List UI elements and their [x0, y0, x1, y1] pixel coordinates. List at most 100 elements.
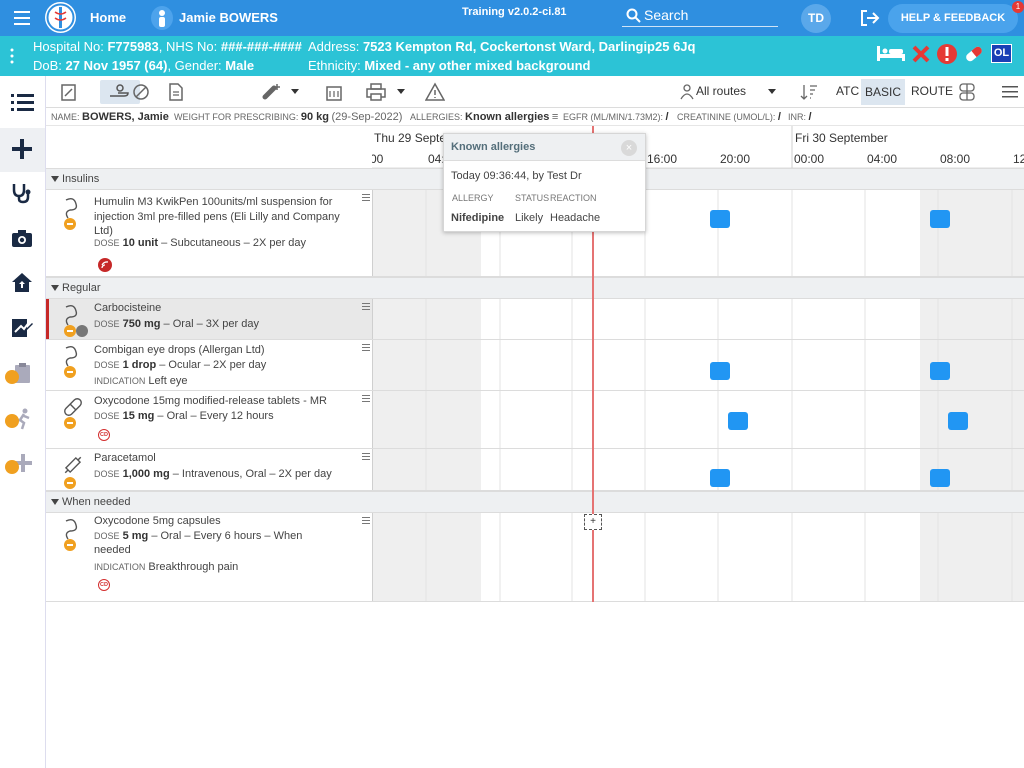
row-menu-icon[interactable] [362, 194, 370, 201]
med-description[interactable]: Carbocisteine DOSE 750 mg – Oral – 3X pe… [46, 299, 373, 339]
collapse-triangle-icon[interactable] [51, 285, 59, 291]
ol-badge[interactable]: OL [991, 44, 1012, 63]
nav-home-care[interactable] [0, 262, 45, 306]
collapse-triangle-icon[interactable] [51, 499, 59, 505]
section-when-needed[interactable]: When needed [46, 491, 1024, 513]
document-icon[interactable] [168, 82, 184, 102]
pill-icon[interactable] [132, 82, 150, 102]
help-feedback-button[interactable]: HELP & FEEDBACK [888, 4, 1018, 33]
gender-value: Male [225, 58, 255, 73]
group-icon[interactable] [958, 82, 976, 102]
capsule-icon[interactable] [963, 43, 985, 65]
allergies-field[interactable]: ALLERGIES: Known allergies ≡ [410, 111, 558, 123]
hospital-line: Hospital No: F775983, NHS No: ###-###-##… [33, 39, 302, 54]
calendar-icon[interactable] [325, 82, 343, 102]
user-avatar[interactable]: TD [801, 4, 831, 33]
print-icon[interactable] [366, 82, 386, 102]
nav-add[interactable] [0, 128, 45, 172]
allergies-value[interactable]: Known allergies [465, 111, 550, 123]
hour-label: 04:00 [867, 152, 898, 166]
dose-slot[interactable] [930, 210, 950, 228]
nav-locked-add[interactable] [0, 442, 45, 486]
med-row[interactable]: Oxycodone 15mg modified-release tablets … [46, 391, 1024, 449]
row-menu-icon[interactable] [362, 303, 370, 310]
close-icon[interactable]: × [621, 140, 637, 156]
address-label: Address: [308, 39, 360, 54]
creatinine-label: CREATININE (UMOL/L): [677, 112, 776, 122]
section-label: Insulins [62, 173, 100, 185]
dob-label: DoB: [33, 58, 62, 73]
routes-select[interactable]: All routes [696, 84, 747, 98]
hamburger-icon[interactable] [1002, 86, 1018, 106]
popup-title: Known allergies [451, 141, 536, 153]
collapse-triangle-icon[interactable] [51, 176, 59, 182]
atc-button[interactable]: ATC [836, 84, 860, 98]
search-input[interactable]: Search [622, 4, 778, 27]
more-vertical-icon[interactable] [10, 48, 14, 64]
status-column-header: STATUS [515, 193, 550, 203]
name-field: NAME: BOWERS, Jamie [51, 111, 169, 123]
med-row[interactable]: Carbocisteine DOSE 750 mg – Oral – 3X pe… [46, 299, 1024, 340]
row-menu-icon[interactable] [362, 453, 370, 460]
chevron-down-icon[interactable] [397, 89, 405, 109]
dose-label: DOSE [94, 469, 120, 479]
med-description[interactable]: Oxycodone 15mg modified-release tablets … [46, 391, 373, 448]
indication-value: Breakthrough pain [148, 561, 239, 573]
gender-label: , Gender: [167, 58, 222, 73]
bed-icon[interactable] [876, 44, 906, 62]
logout-icon[interactable] [860, 9, 880, 27]
home-link[interactable]: Home [90, 10, 127, 25]
dose-label: DOSE [94, 360, 120, 370]
dose-slot[interactable] [710, 210, 730, 228]
row-menu-icon[interactable] [362, 395, 370, 402]
med-row[interactable]: Paracetamol DOSE 1,000 mg – Intravenous,… [46, 449, 1024, 491]
allergy-menu-icon[interactable]: ≡ [551, 111, 559, 123]
med-description[interactable]: Humulin M3 KwikPen 100units/ml suspensio… [46, 190, 373, 276]
lock-icon [5, 460, 19, 474]
patient-name[interactable]: Jamie BOWERS [179, 10, 278, 25]
basic-button[interactable]: BASIC [861, 79, 905, 105]
prescription-icon[interactable] [60, 82, 78, 102]
med-description[interactable]: Paracetamol DOSE 1,000 mg – Intravenous,… [46, 449, 373, 490]
row-menu-icon[interactable] [362, 344, 370, 351]
add-dose-button[interactable]: + [584, 514, 602, 530]
dose-slot[interactable] [930, 469, 950, 487]
menu-icon[interactable] [14, 10, 32, 26]
warning-icon[interactable] [425, 82, 445, 102]
med-description[interactable]: Combigan eye drops (Allergan Ltd) DOSE 1… [46, 340, 373, 390]
add-medication-icon[interactable] [262, 82, 282, 102]
nav-locked-activity[interactable] [0, 398, 45, 442]
chevron-down-icon[interactable] [768, 89, 776, 109]
allergy-reaction: Headache [550, 212, 601, 224]
dose-slot[interactable] [948, 412, 968, 430]
section-label: When needed [62, 496, 131, 508]
dose-slot[interactable] [710, 362, 730, 380]
nav-list[interactable] [0, 82, 45, 126]
nhs-label: , NHS No: [158, 39, 218, 54]
nav-stethoscope[interactable] [0, 172, 45, 216]
alert-icon[interactable] [936, 43, 958, 65]
section-regular[interactable]: Regular [46, 277, 1024, 299]
creatinine-value: / [777, 111, 781, 123]
chevron-down-icon[interactable] [291, 89, 299, 109]
dose-slot[interactable] [728, 412, 748, 430]
med-description[interactable]: Oxycodone 5mg capsules DOSE 5 mg – Oral … [46, 513, 373, 601]
route-button[interactable]: ROUTE [911, 84, 953, 98]
dose-details: – Oral – 3X per day [160, 318, 259, 330]
nav-notes[interactable] [0, 306, 45, 350]
hour-label: 00:00 [794, 152, 825, 166]
med-row[interactable]: Humulin M3 KwikPen 100units/ml suspensio… [46, 190, 1024, 277]
dose-slot[interactable] [710, 469, 730, 487]
med-row[interactable]: Oxycodone 5mg capsules DOSE 5 mg – Oral … [46, 513, 1024, 602]
app-logo[interactable] [45, 2, 76, 33]
row-menu-icon[interactable] [362, 517, 370, 524]
search-placeholder: Search [644, 7, 689, 23]
nav-camera[interactable] [0, 218, 45, 262]
dose-slot[interactable] [930, 362, 950, 380]
sort-icon[interactable] [800, 82, 818, 102]
cross-icon[interactable] [912, 45, 930, 63]
med-row[interactable]: Combigan eye drops (Allergan Ltd) DOSE 1… [46, 340, 1024, 391]
timeline-grid: Thu 29 Septem Fri 30 September 00 04: 16… [372, 126, 1024, 602]
allergy-name: Nifedipine [451, 212, 505, 224]
nav-locked-clipboard[interactable] [0, 352, 45, 396]
